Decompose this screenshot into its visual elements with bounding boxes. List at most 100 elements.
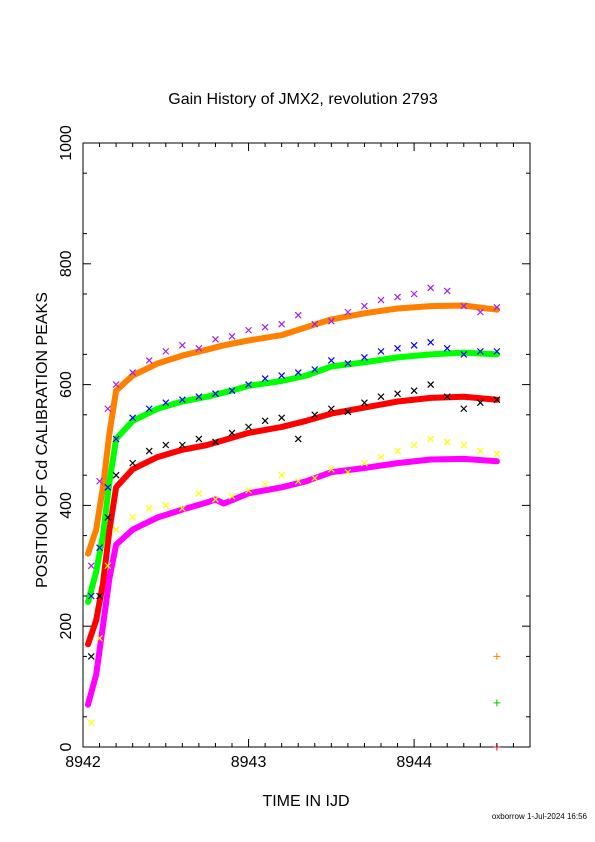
data-point xyxy=(195,344,203,352)
data-point xyxy=(245,381,252,389)
curve-point xyxy=(155,406,160,412)
data-point xyxy=(377,347,385,355)
curve-point xyxy=(113,542,119,548)
data-point xyxy=(361,353,368,361)
series-5 xyxy=(87,381,501,660)
series-layer xyxy=(85,284,501,727)
data-point xyxy=(96,634,103,642)
curve-point xyxy=(100,484,106,490)
y-tick-label: 1000 xyxy=(58,125,75,161)
curve-point xyxy=(428,351,434,357)
curve-point xyxy=(395,460,401,466)
curve-point xyxy=(155,360,160,366)
data-point xyxy=(394,344,401,352)
data-point xyxy=(112,381,120,389)
series-3 xyxy=(87,338,501,600)
data-point xyxy=(112,526,120,533)
curve-point xyxy=(328,411,334,417)
data-point xyxy=(361,399,368,407)
data-point xyxy=(327,357,335,364)
curve-point xyxy=(246,430,252,436)
data-point xyxy=(104,405,112,413)
data-point xyxy=(410,441,418,449)
x-axis-label: TIME IN IJD xyxy=(262,793,349,810)
data-point xyxy=(162,441,170,449)
curve-point xyxy=(100,533,106,539)
data-point xyxy=(212,438,219,446)
curve-point xyxy=(395,399,401,405)
series-2 xyxy=(85,349,500,605)
curve-point xyxy=(204,499,210,505)
data-point xyxy=(178,441,186,449)
curve-point xyxy=(130,527,136,533)
data-point xyxy=(278,414,286,422)
data-point xyxy=(104,562,112,570)
data-point xyxy=(245,423,252,431)
data-point xyxy=(410,290,418,298)
data-point xyxy=(394,293,401,301)
data-point xyxy=(311,411,319,419)
axis-layer: 8942 8943 8944 0 200 400 600 800 1000 xyxy=(58,125,530,771)
data-point xyxy=(460,302,468,310)
data-point xyxy=(443,438,451,446)
data-point xyxy=(327,317,335,325)
curve-point xyxy=(246,383,252,389)
data-point xyxy=(228,429,236,437)
data-point xyxy=(112,435,120,443)
curve-point xyxy=(361,359,367,365)
data-point xyxy=(344,408,352,416)
curve-point xyxy=(279,484,285,490)
data-point xyxy=(145,447,153,455)
curve-point xyxy=(93,569,99,575)
curve-point xyxy=(179,447,185,453)
curve-point xyxy=(113,388,119,394)
data-point xyxy=(104,514,112,521)
data-point xyxy=(294,311,302,319)
data-point xyxy=(344,468,352,476)
curve-point xyxy=(106,527,112,533)
data-point xyxy=(129,369,137,376)
curve-point xyxy=(204,394,210,400)
y-tick-label: 800 xyxy=(58,250,75,277)
curve-point xyxy=(428,395,434,401)
data-point xyxy=(327,465,335,473)
data-point xyxy=(493,347,501,355)
data-point xyxy=(427,381,435,389)
chart-title: Gain History of JMX2, revolution 2793 xyxy=(168,91,438,108)
data-point xyxy=(145,504,153,512)
curve-point xyxy=(85,551,91,557)
curve-point xyxy=(85,702,91,708)
data-point xyxy=(87,719,95,727)
data-point xyxy=(129,414,137,422)
data-point xyxy=(394,390,401,398)
data-point xyxy=(427,284,435,292)
fit-curve xyxy=(85,302,500,557)
data-point xyxy=(476,347,484,355)
data-point xyxy=(327,405,335,413)
series-4 xyxy=(85,393,500,648)
data-point xyxy=(476,399,484,407)
curve-point xyxy=(279,378,285,384)
data-point xyxy=(311,320,319,328)
curve-point xyxy=(93,617,99,623)
series-6 xyxy=(85,455,500,708)
curve-point xyxy=(85,641,91,647)
data-point xyxy=(278,372,286,379)
curve-point xyxy=(106,575,112,581)
curve-point xyxy=(100,581,106,587)
data-point xyxy=(212,390,219,398)
data-point xyxy=(162,347,170,355)
data-point xyxy=(443,287,451,295)
curve-point xyxy=(221,342,227,348)
data-point xyxy=(261,375,269,382)
curve-point xyxy=(179,353,185,359)
x-tick-label: 8943 xyxy=(231,754,267,771)
curve-point xyxy=(85,599,91,605)
data-point xyxy=(427,435,435,443)
data-point xyxy=(228,387,236,395)
data-point xyxy=(476,447,484,455)
curve-point xyxy=(428,456,434,462)
curve-point xyxy=(130,466,136,472)
data-point xyxy=(460,441,468,449)
data-point xyxy=(394,447,401,455)
